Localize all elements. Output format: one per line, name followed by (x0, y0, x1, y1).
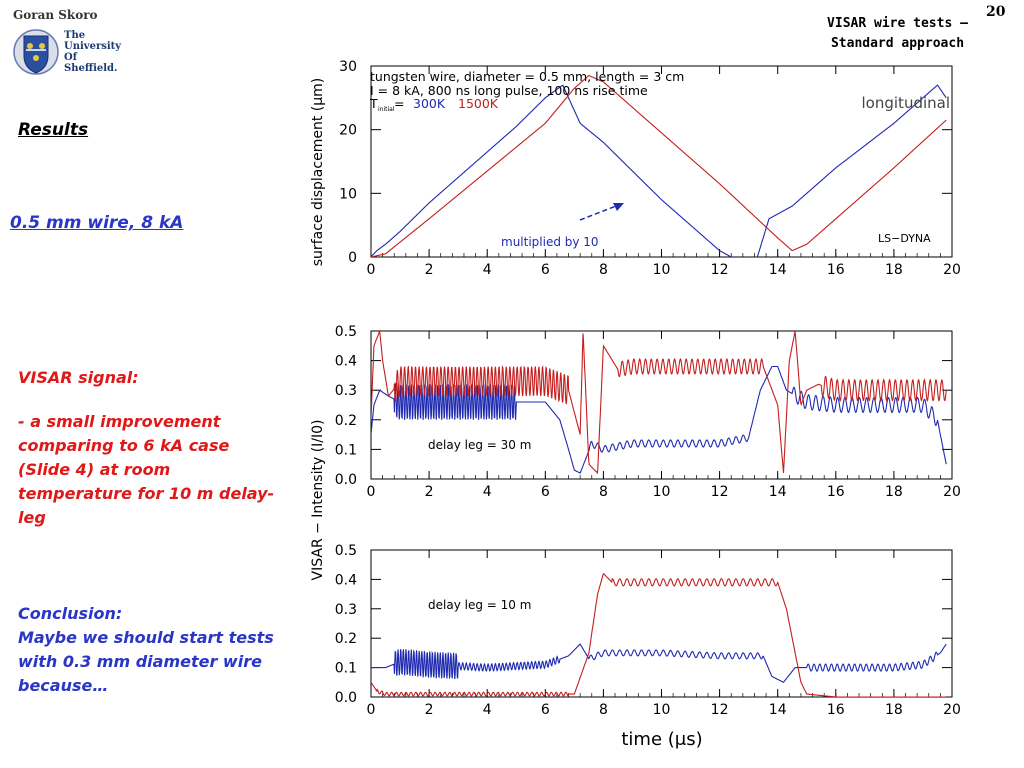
y-tick-label: 0.4 (335, 354, 357, 370)
results-heading: Results (18, 120, 89, 140)
university-line: University (64, 41, 122, 52)
chart-annotation: tungsten wire, diameter = 0.5 mm, length… (370, 69, 684, 84)
x-tick-label: 6 (541, 484, 550, 500)
university-crest-icon (13, 29, 59, 75)
x-tick-label: 10 (653, 484, 671, 500)
university-line: Sheffield. (64, 63, 118, 74)
slide-title: VISAR wire tests – Standard approach (800, 14, 995, 54)
university-line: Of (64, 52, 78, 63)
chart-annotation: initial (378, 106, 395, 113)
y-tick-label: 0.5 (335, 324, 357, 340)
chart-annotation: LS−DYNA (878, 232, 931, 245)
x-tick-label: 18 (885, 262, 903, 278)
x-axis-label: time (μs) (621, 729, 702, 750)
series-line-300k (371, 643, 947, 683)
x-tick-label: 12 (711, 702, 729, 718)
university-line: The (64, 30, 86, 41)
y-tick-label: 0.5 (335, 543, 357, 559)
conclusion-text: Maybe we should start tests with 0.3 mm … (18, 628, 274, 695)
y-tick-label: 0 (348, 250, 357, 266)
x-tick-label: 2 (425, 702, 434, 718)
x-tick-label: 20 (943, 702, 961, 718)
x-tick-label: 16 (827, 702, 845, 718)
x-tick-label: 4 (483, 702, 492, 718)
y-tick-label: 0.3 (335, 383, 357, 399)
x-tick-label: 16 (827, 262, 845, 278)
y-tick-label: 0.1 (335, 661, 357, 677)
y-tick-label: 0.3 (335, 602, 357, 618)
slide-number: 20 (986, 4, 1006, 20)
chart-annotation: = (394, 96, 404, 111)
slide-title-line: Standard approach (830, 36, 965, 51)
x-tick-label: 16 (827, 484, 845, 500)
chart-annotation: T (369, 96, 378, 111)
visar-signal-heading: VISAR signal: (18, 368, 139, 387)
x-tick-label: 14 (769, 702, 787, 718)
y-tick-label: 0.2 (335, 413, 357, 429)
x-tick-label: 12 (711, 484, 729, 500)
chart-annotation: I = 8 kA, 800 ns long pulse, 100 ns rise… (370, 83, 648, 98)
legend-1500k: 1500K (458, 96, 499, 111)
y-tick-label: 0.0 (335, 690, 357, 706)
x-tick-label: 20 (943, 484, 961, 500)
x-tick-label: 8 (599, 702, 608, 718)
series-line-1500k (371, 572, 947, 697)
x-tick-label: 2 (425, 262, 434, 278)
x-tick-label: 10 (653, 702, 671, 718)
y-tick-label: 0.4 (335, 572, 357, 588)
y-axis-label: VISAR − Intensity (I/I0) (310, 420, 326, 581)
series-line-1500k (371, 331, 947, 475)
series-line-300k (371, 365, 947, 474)
chart-annotation: delay leg = 10 m (428, 598, 531, 612)
x-tick-label: 10 (653, 262, 671, 278)
x-tick-label: 4 (483, 484, 492, 500)
y-tick-label: 0.0 (335, 472, 357, 488)
x-tick-label: 6 (541, 262, 550, 278)
series-line-300k (371, 84, 947, 257)
x-tick-label: 0 (367, 702, 376, 718)
legend-300k: 300K (413, 96, 446, 111)
x-tick-label: 20 (943, 262, 961, 278)
author-name: Goran Skoro (13, 8, 98, 22)
visar-signal-text: - a small improvement comparing to 6 kA … (18, 412, 275, 527)
x-tick-label: 14 (769, 262, 787, 278)
university-name: The University Of Sheffield. (64, 30, 121, 74)
x-tick-label: 0 (367, 262, 376, 278)
y-tick-label: 10 (339, 186, 357, 202)
y-axis-label: surface displacement (μm) (310, 78, 326, 266)
chart-annotation: multiplied by 10 (501, 235, 599, 249)
x-tick-label: 12 (711, 262, 729, 278)
y-tick-label: 30 (339, 59, 357, 75)
conclusion-heading: Conclusion: (18, 604, 123, 623)
x-tick-label: 18 (885, 484, 903, 500)
y-tick-label: 20 (339, 123, 357, 139)
x-tick-label: 6 (541, 702, 550, 718)
wire-caption: 0.5 mm wire, 8 kA (10, 213, 184, 233)
x-tick-label: 8 (599, 484, 608, 500)
y-tick-label: 0.1 (335, 442, 357, 458)
x-tick-label: 2 (425, 484, 434, 500)
chart-title: longitudinal (862, 94, 950, 112)
x-tick-label: 14 (769, 484, 787, 500)
y-tick-label: 0.2 (335, 631, 357, 647)
x-tick-label: 0 (367, 484, 376, 500)
x-tick-label: 8 (599, 262, 608, 278)
annotation-arrow-line (579, 205, 617, 221)
chart-annotation: delay leg = 30 m (428, 438, 531, 452)
x-tick-label: 4 (483, 262, 492, 278)
slide-title-line: VISAR wire tests – (827, 16, 968, 31)
x-tick-label: 18 (885, 702, 903, 718)
series-line-1500k (371, 75, 947, 257)
annotation-arrowhead-icon (613, 203, 624, 211)
